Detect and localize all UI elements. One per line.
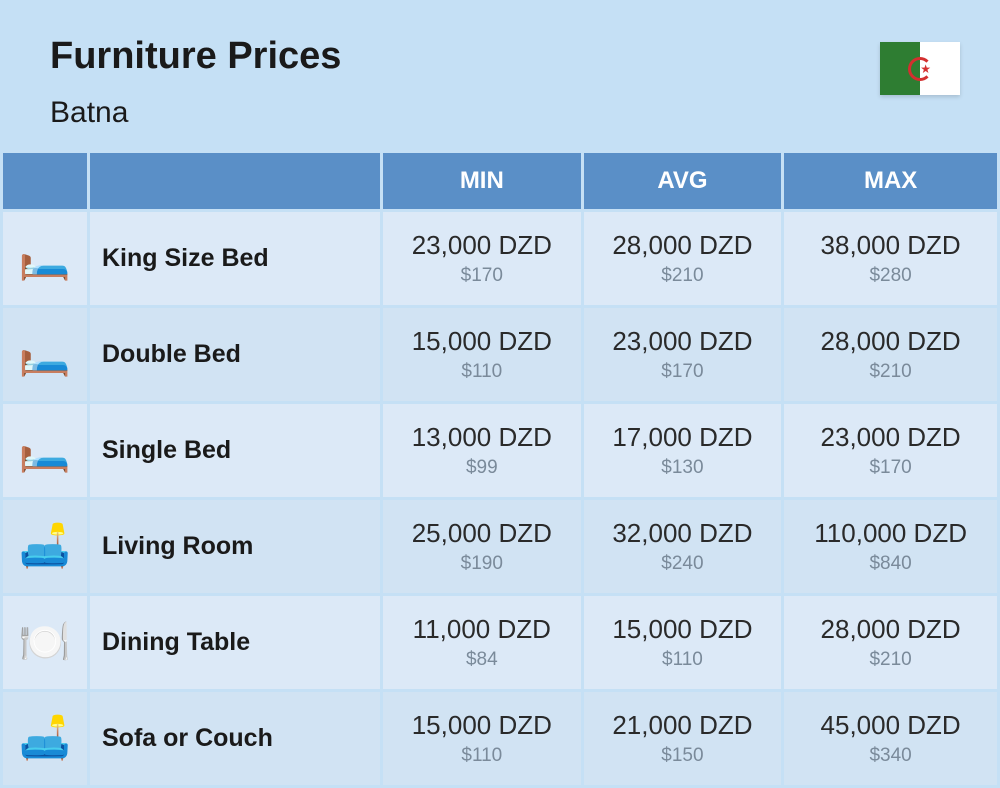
price-usd: $210 — [796, 649, 985, 671]
header-min: MIN — [383, 153, 581, 209]
price-avg-cell: 23,000 DZD $170 — [584, 308, 782, 401]
price-usd: $130 — [596, 457, 770, 479]
flag-star-icon: ★ — [920, 62, 931, 76]
price-usd: $110 — [596, 649, 770, 671]
price-dzd: 11,000 DZD — [395, 614, 569, 645]
price-usd: $210 — [796, 361, 985, 383]
price-usd: $840 — [796, 553, 985, 575]
price-avg-cell: 17,000 DZD $130 — [584, 404, 782, 497]
price-usd: $210 — [596, 265, 770, 287]
price-dzd: 38,000 DZD — [796, 230, 985, 261]
price-max-cell: 45,000 DZD $340 — [784, 692, 997, 785]
price-dzd: 15,000 DZD — [395, 326, 569, 357]
price-min-cell: 15,000 DZD $110 — [383, 308, 581, 401]
price-dzd: 45,000 DZD — [796, 710, 985, 741]
price-usd: $84 — [395, 649, 569, 671]
price-min-cell: 13,000 DZD $99 — [383, 404, 581, 497]
furniture-icon: 🍽️ — [3, 596, 87, 689]
price-usd: $170 — [395, 265, 569, 287]
page-header: Furniture Prices Batna ★ — [0, 0, 1000, 150]
price-max-cell: 28,000 DZD $210 — [784, 596, 997, 689]
price-dzd: 28,000 DZD — [796, 614, 985, 645]
price-dzd: 21,000 DZD — [596, 710, 770, 741]
table-row: 🛋️ Living Room 25,000 DZD $190 32,000 DZ… — [3, 500, 997, 593]
table-row: 🍽️ Dining Table 11,000 DZD $84 15,000 DZ… — [3, 596, 997, 689]
page-title: Furniture Prices — [50, 35, 950, 78]
header-name-col — [90, 153, 380, 209]
table-body: 🛏️ King Size Bed 23,000 DZD $170 28,000 … — [3, 212, 997, 785]
price-dzd: 32,000 DZD — [596, 518, 770, 549]
price-min-cell: 23,000 DZD $170 — [383, 212, 581, 305]
table-row: 🛏️ Double Bed 15,000 DZD $110 23,000 DZD… — [3, 308, 997, 401]
price-dzd: 110,000 DZD — [796, 518, 985, 549]
header-max: MAX — [784, 153, 997, 209]
furniture-name: Single Bed — [90, 404, 380, 497]
price-dzd: 23,000 DZD — [796, 422, 985, 453]
price-usd: $170 — [596, 361, 770, 383]
header-icon-col — [3, 153, 87, 209]
price-usd: $190 — [395, 553, 569, 575]
furniture-name: Living Room — [90, 500, 380, 593]
price-max-cell: 23,000 DZD $170 — [784, 404, 997, 497]
table-row: 🛋️ Sofa or Couch 15,000 DZD $110 21,000 … — [3, 692, 997, 785]
price-avg-cell: 32,000 DZD $240 — [584, 500, 782, 593]
price-min-cell: 11,000 DZD $84 — [383, 596, 581, 689]
furniture-name: Dining Table — [90, 596, 380, 689]
price-usd: $110 — [395, 745, 569, 767]
furniture-icon: 🛏️ — [3, 212, 87, 305]
price-dzd: 15,000 DZD — [395, 710, 569, 741]
price-dzd: 28,000 DZD — [796, 326, 985, 357]
price-dzd: 23,000 DZD — [596, 326, 770, 357]
price-dzd: 17,000 DZD — [596, 422, 770, 453]
price-max-cell: 28,000 DZD $210 — [784, 308, 997, 401]
price-avg-cell: 21,000 DZD $150 — [584, 692, 782, 785]
price-usd: $99 — [395, 457, 569, 479]
furniture-icon: 🛏️ — [3, 308, 87, 401]
furniture-icon: 🛋️ — [3, 500, 87, 593]
price-dzd: 28,000 DZD — [596, 230, 770, 261]
price-min-cell: 15,000 DZD $110 — [383, 692, 581, 785]
furniture-icon: 🛏️ — [3, 404, 87, 497]
price-usd: $150 — [596, 745, 770, 767]
price-table: MIN AVG MAX 🛏️ King Size Bed 23,000 DZD … — [0, 150, 1000, 788]
furniture-name: King Size Bed — [90, 212, 380, 305]
price-max-cell: 110,000 DZD $840 — [784, 500, 997, 593]
price-dzd: 25,000 DZD — [395, 518, 569, 549]
price-dzd: 15,000 DZD — [596, 614, 770, 645]
furniture-name: Sofa or Couch — [90, 692, 380, 785]
price-max-cell: 38,000 DZD $280 — [784, 212, 997, 305]
price-usd: $240 — [596, 553, 770, 575]
price-usd: $340 — [796, 745, 985, 767]
furniture-name: Double Bed — [90, 308, 380, 401]
price-dzd: 13,000 DZD — [395, 422, 569, 453]
table-row: 🛏️ Single Bed 13,000 DZD $99 17,000 DZD … — [3, 404, 997, 497]
price-avg-cell: 28,000 DZD $210 — [584, 212, 782, 305]
furniture-icon: 🛋️ — [3, 692, 87, 785]
table-row: 🛏️ King Size Bed 23,000 DZD $170 28,000 … — [3, 212, 997, 305]
header-avg: AVG — [584, 153, 782, 209]
price-usd: $110 — [395, 361, 569, 383]
price-dzd: 23,000 DZD — [395, 230, 569, 261]
algeria-flag-icon: ★ — [880, 42, 960, 95]
price-min-cell: 25,000 DZD $190 — [383, 500, 581, 593]
price-avg-cell: 15,000 DZD $110 — [584, 596, 782, 689]
price-usd: $170 — [796, 457, 985, 479]
location-subtitle: Batna — [50, 96, 950, 130]
price-usd: $280 — [796, 265, 985, 287]
